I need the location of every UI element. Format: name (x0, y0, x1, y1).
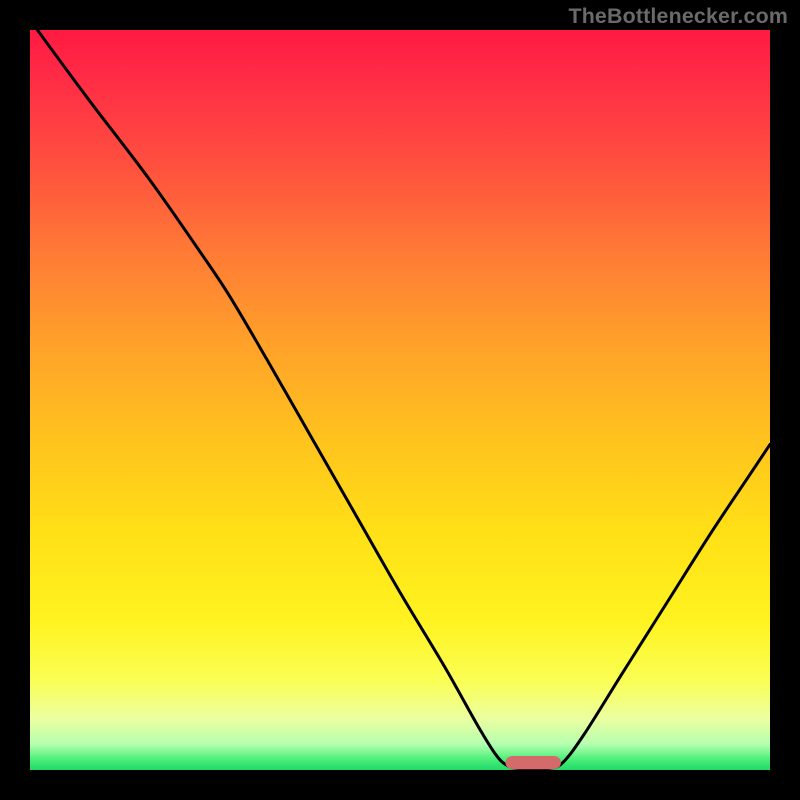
watermark-text: TheBottlenecker.com (568, 4, 788, 29)
bottleneck-curve (37, 30, 770, 769)
optimal-marker (505, 756, 561, 769)
chart-overlay (0, 0, 800, 800)
